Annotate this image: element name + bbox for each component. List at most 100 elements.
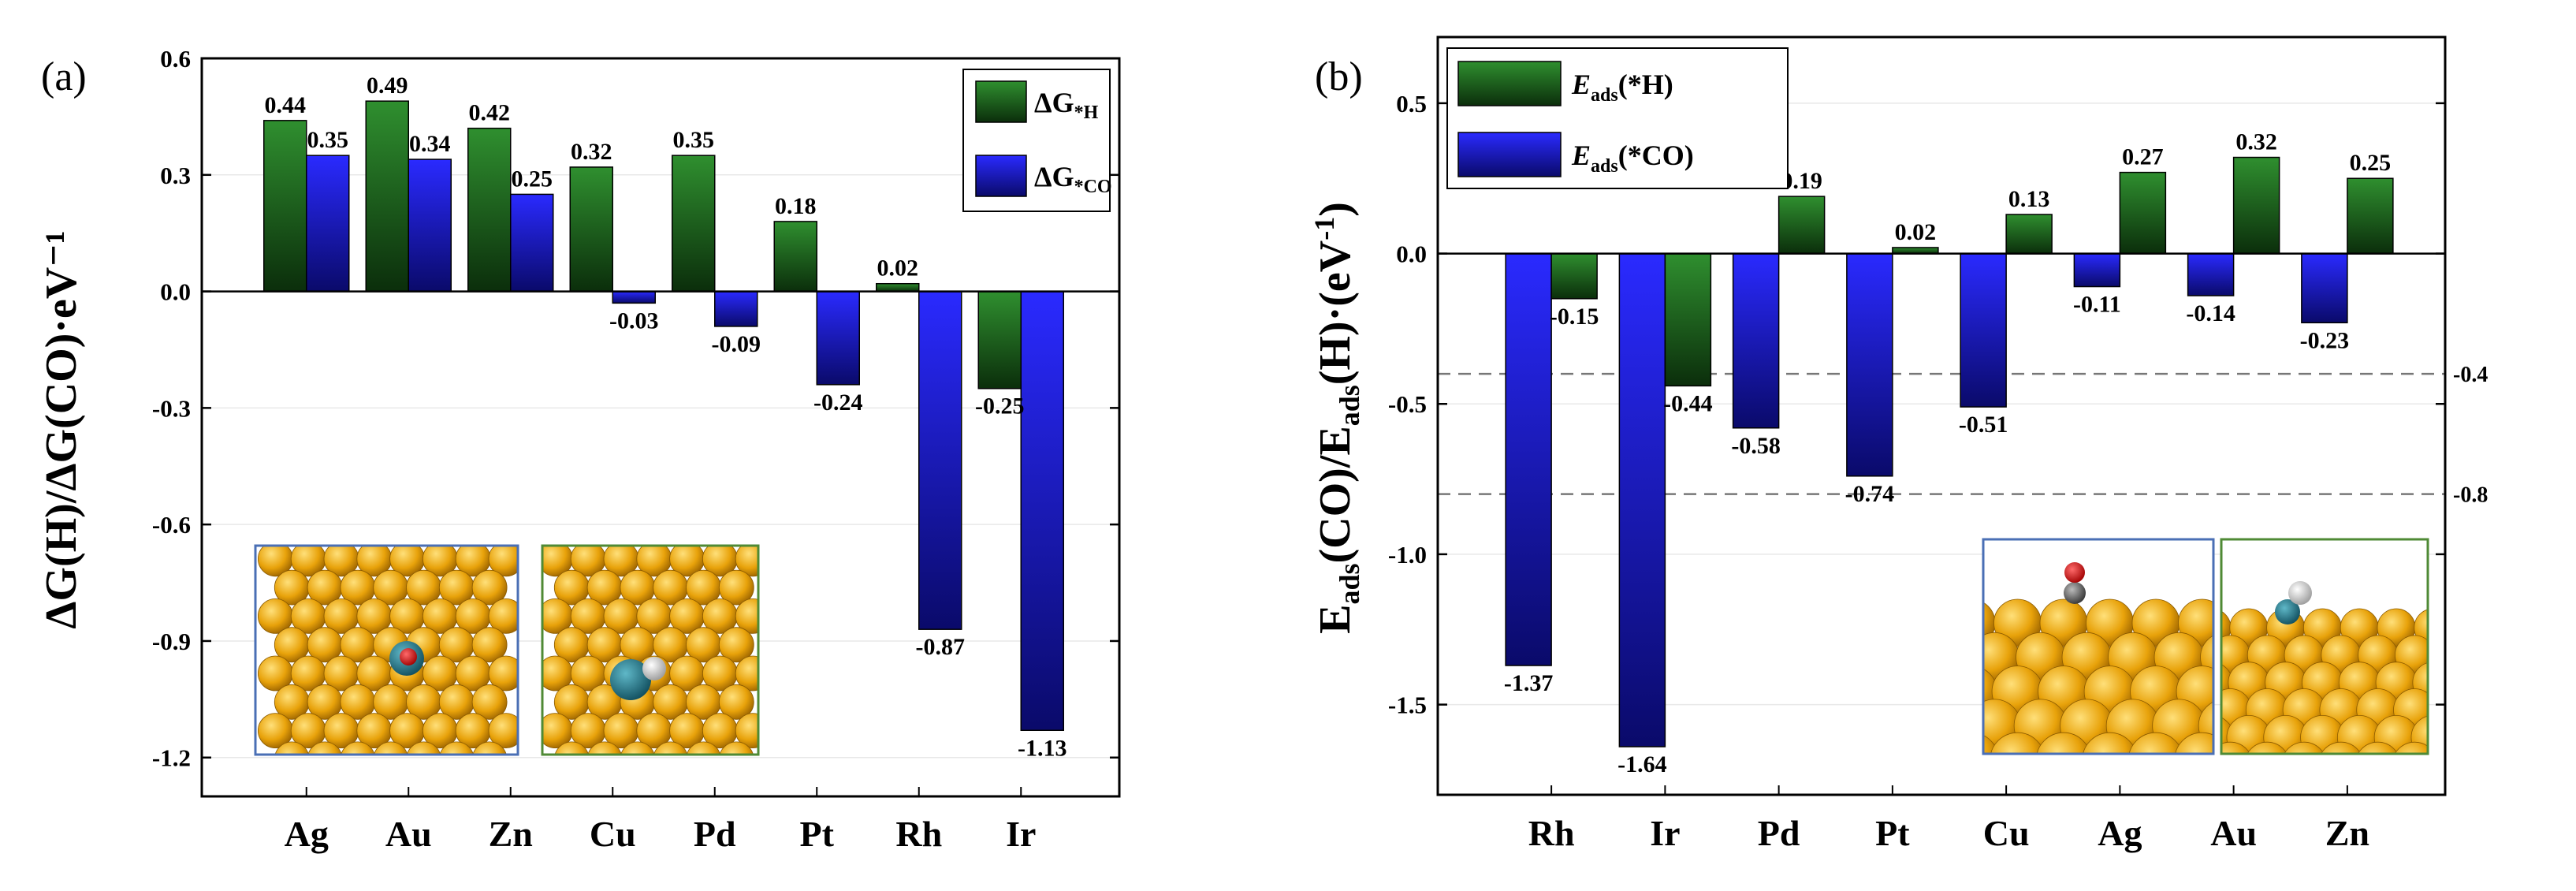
bar-co-Cu — [1960, 252, 2007, 408]
data-label-co-Ir: -1.13 — [1018, 735, 1067, 761]
panel-a-inset-co-top-view — [254, 544, 519, 756]
gold-atom — [2284, 741, 2325, 754]
bar-co-Zn — [2301, 252, 2348, 324]
gold-atom — [488, 598, 518, 634]
panel-a-legend-swatch-h — [975, 80, 1027, 123]
x-category-label: Zn — [2325, 813, 2369, 853]
bar-h-Cu — [2005, 214, 2053, 255]
gold-atom — [686, 741, 721, 755]
panel-b: (b) -0.4 -0.8 0.5 0.0 -0.5 -1.0 -1.5 Rh Ir Pd Pt… — [1308, 35, 2488, 853]
y-tick-label: 0.0 — [1396, 240, 1427, 268]
data-label-co-Cu: -0.51 — [1959, 412, 2008, 438]
panel-a-legend-label-co: ΔG*CO — [1034, 161, 1112, 197]
h-adsorbate-metal-atom-side — [2275, 599, 2300, 624]
gold-atom — [2357, 741, 2399, 754]
gold-atom — [2036, 732, 2091, 754]
x-category-label: Ir — [1006, 814, 1036, 854]
panel-b-legend-swatch-h — [1457, 61, 1562, 106]
data-label-h-Zn: 0.25 — [2350, 150, 2392, 176]
co-adsorbate-carbon-atom — [2064, 582, 2086, 604]
data-label-h-Rh: -0.15 — [1550, 304, 1599, 330]
panel-b-axes-frame — [1436, 35, 2447, 796]
gold-atom — [718, 684, 754, 720]
bar-h-Pd — [1778, 196, 1826, 255]
gold-atom — [307, 741, 342, 755]
bar-co-Pt — [1846, 252, 1893, 477]
co-adsorbate-oxygen-atom — [400, 648, 417, 665]
gold-atom — [2394, 741, 2428, 754]
gold-atom — [472, 741, 507, 755]
bar-h-Rh — [876, 282, 920, 293]
panel-b-data-labels: -1.37-0.15-1.64-0.44-0.580.19-0.740.02-0… — [1504, 129, 2391, 777]
gold-atom — [2221, 741, 2251, 754]
gold-atom — [735, 598, 758, 634]
bar-h-Ag — [263, 120, 307, 293]
data-label-co-Rh: -1.37 — [1504, 670, 1554, 696]
bar-h-Pd — [672, 155, 716, 293]
data-label-h-Zn: 0.42 — [469, 100, 511, 126]
panel-a-inset-h-top-view — [541, 544, 760, 756]
panel-a-legend: ΔG*H ΔG*CO — [962, 69, 1112, 212]
x-category-label: Cu — [1983, 813, 2030, 853]
data-label-co-Pt: -0.24 — [813, 390, 863, 416]
gold-atom — [406, 741, 441, 755]
panel-b-inset-co-side-view — [1982, 538, 2215, 755]
gold-atom — [735, 713, 758, 748]
h-adsorbate-metal-atom — [610, 659, 651, 700]
gold-atom — [2321, 741, 2362, 754]
bar-h-Au — [2232, 156, 2280, 255]
gold-atom — [471, 684, 508, 720]
data-label-h-Ag: 0.27 — [2122, 144, 2164, 170]
y-tick-label: -0.3 — [152, 394, 191, 422]
gold-atom — [718, 569, 754, 606]
gold-atom — [488, 655, 518, 692]
x-category-label: Rh — [1528, 813, 1575, 853]
panel-a: (a) 0.6 0.3 0.0 -0.3 -0.6 -0.9 -1.2 Ag Au Zn Cu Pd… — [37, 45, 1121, 854]
gold-atom — [620, 741, 655, 755]
y-tick-label: -1.0 — [1388, 541, 1427, 569]
bar-co-Pd — [714, 290, 758, 327]
y-tick-label: -0.6 — [152, 511, 191, 539]
x-category-label: Pt — [800, 814, 835, 854]
data-label-h-Ag: 0.44 — [265, 92, 307, 118]
panel-a-x-categories: Ag Au Zn Cu Pd Pt Rh Ir — [285, 787, 1036, 854]
data-label-h-Ir: -0.25 — [975, 393, 1025, 419]
bar-h-Au — [365, 100, 409, 293]
panel-a-legend-label-h: ΔG*H — [1034, 87, 1099, 123]
panel-b-bars — [1505, 156, 2394, 747]
gold-atom — [1990, 732, 2045, 754]
gold-atom — [653, 741, 688, 755]
panel-b-legend-swatch-co — [1457, 132, 1562, 177]
bar-co-Rh — [1505, 252, 1552, 666]
reference-line-label: -0.4 — [2453, 363, 2488, 387]
gold-atom — [719, 741, 754, 755]
bar-h-Zn — [2347, 177, 2394, 255]
panel-a-label: (a) — [41, 54, 87, 99]
gold-atom — [2083, 732, 2137, 754]
y-tick-label: -1.2 — [152, 744, 191, 772]
y-tick-label: -1.5 — [1388, 692, 1427, 719]
panel-b-legend: Eads(*H) Eads(*CO) — [1446, 47, 1789, 189]
gold-atom — [374, 741, 408, 755]
gold-atom — [2175, 732, 2213, 754]
y-tick-label: 0.0 — [160, 278, 191, 306]
panel-a-y-axis-label: ΔG(H)/ΔG(CO)·eV⁻¹ — [37, 230, 86, 628]
bar-co-Ir — [1618, 252, 1666, 747]
panel-b-legend-label-co: Eads(*CO) — [1571, 140, 1694, 177]
bar-co-Rh — [918, 290, 962, 630]
bar-co-Au — [2187, 252, 2235, 296]
x-category-label: Cu — [590, 814, 636, 854]
data-label-co-Pt: -0.74 — [1845, 481, 1895, 507]
x-category-label: Pd — [694, 814, 736, 854]
panel-b-y-ticks: 0.5 0.0 -0.5 -1.0 -1.5 — [1388, 90, 2445, 719]
co-adsorbate-oxygen-atom-side — [2064, 562, 2085, 583]
bar-h-Ir — [977, 290, 1022, 390]
bar-h-Ag — [2119, 171, 2167, 255]
bar-co-Zn — [510, 193, 554, 293]
bar-h-Zn — [467, 127, 512, 293]
reference-line-label: -0.8 — [2453, 483, 2488, 508]
data-label-h-Au: 0.32 — [2235, 129, 2277, 155]
gold-atom — [587, 741, 622, 755]
data-label-co-Au: -0.14 — [2186, 300, 2235, 326]
